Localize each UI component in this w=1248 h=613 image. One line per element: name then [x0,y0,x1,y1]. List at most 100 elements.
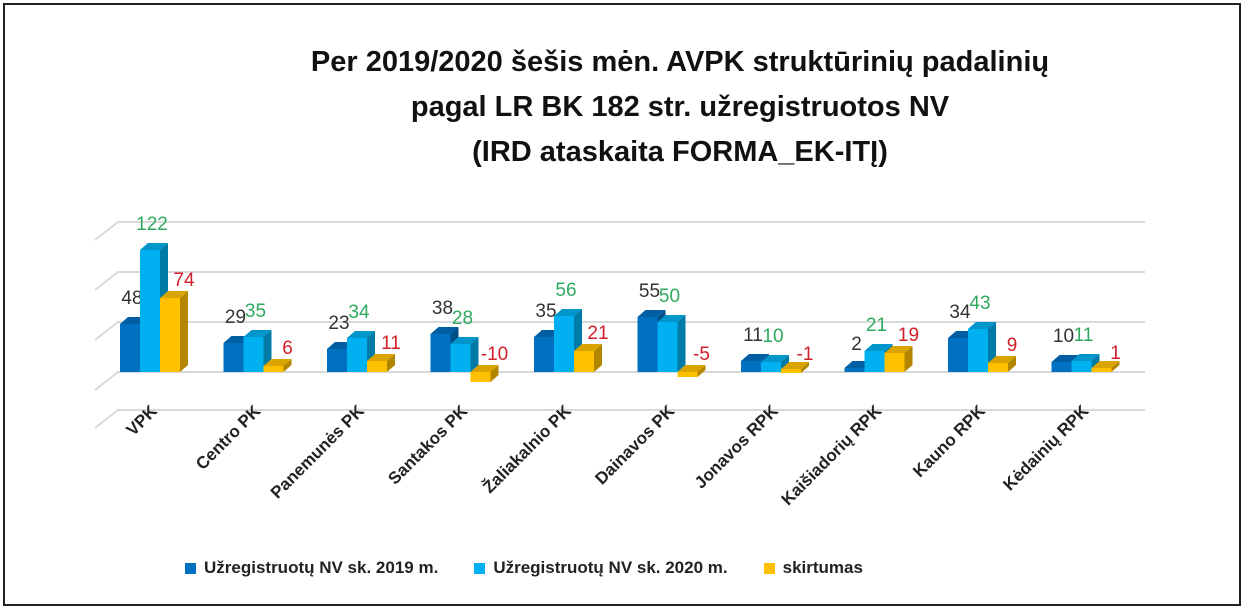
bar [781,369,801,373]
bar-top [140,243,168,250]
bar [657,322,678,372]
data-label: 48 [121,288,142,309]
bar-top [968,322,996,329]
title-line-3: (IRD ataskaita FORMA_EK-ITĮ) [472,136,888,168]
bar [160,298,180,372]
category-label: Kauno RPK [909,401,989,481]
bar-top [430,327,459,334]
bar-top [450,337,479,344]
data-label: 35 [245,301,266,322]
data-label: 50 [659,286,680,307]
bar-side [697,365,706,377]
data-label: 28 [452,308,473,329]
bar [367,361,387,372]
bar [327,349,347,372]
bar-top [263,359,292,366]
category-label: Žaliakalnio PK [479,401,575,497]
data-label: -10 [481,344,508,365]
data-label: 34 [348,302,370,323]
bar-top [988,356,1016,363]
bar-top [761,355,789,362]
data-label: 29 [225,307,246,328]
data-label: 10 [1053,326,1074,347]
data-label: 1 [1110,343,1121,364]
data-label: 21 [866,315,887,336]
bar [554,316,574,372]
gridline [94,409,1145,429]
bar-side [677,315,686,372]
legend-item-2019: Užregistruotų NV sk. 2019 m. [185,558,438,578]
category-label: VPK [123,401,162,440]
bar [968,329,988,372]
category-label: Panemunės PK [267,401,368,502]
bar [574,351,594,372]
data-label: 56 [555,280,576,301]
bar [1051,362,1072,372]
bar [120,324,140,372]
legend-swatch [763,562,775,574]
bar-side [387,354,395,372]
data-label: 21 [587,323,608,344]
bar [1091,368,1112,372]
legend-label: skirtumas [782,558,863,577]
bar-top [1091,361,1120,368]
legend-swatch [474,562,486,574]
bar-side [470,337,479,372]
data-label: 23 [328,313,349,334]
gridline [94,371,1145,391]
bar [864,351,885,372]
bar [263,366,284,372]
bar-side [1008,356,1016,372]
bar-top [741,354,769,361]
data-label: 19 [898,325,919,346]
bar [347,338,367,372]
data-label: 38 [432,298,453,319]
chart-frame [3,3,1241,606]
bar [430,334,451,372]
category-label: Centro PK [192,401,265,474]
category-label: Kėdainių RPK [999,401,1092,494]
bar-side [180,291,188,372]
data-label: 122 [136,214,168,235]
data-label: 10 [762,326,783,347]
title-line-2: pagal LR BK 182 str. užregistruotos NV [410,91,950,123]
legend-item-2020: Užregistruotų NV sk. 2020 m. [474,558,728,578]
data-label: 55 [639,281,660,302]
data-label: 34 [949,302,971,323]
gridline [94,321,1145,341]
bar [988,363,1008,372]
bar-side [801,362,809,373]
category-label: Santakos PK [384,401,471,488]
bar-top [637,310,666,317]
category-label: Jonavos RPK [691,401,782,492]
bar-top [657,315,686,322]
data-label: -1 [797,344,814,365]
bar-top [470,365,499,372]
data-label: 9 [1007,335,1018,356]
legend-label: Užregistruotų NV sk. 2020 m. [493,558,728,577]
data-label: 2 [851,334,862,355]
bar-side [594,344,602,372]
bar [948,338,968,372]
bar-top [781,362,809,369]
bar [223,343,244,372]
data-label: 35 [535,301,556,322]
bar-top [1071,354,1100,361]
bar-top [677,365,706,372]
category-label: Kaišiadorių RPK [778,401,886,509]
bar [884,353,905,372]
data-label: -5 [693,344,710,365]
bar [243,337,264,372]
data-label: 11 [743,325,763,346]
data-label: 11 [1074,325,1094,346]
gridline [94,271,1145,291]
bar-top [574,344,602,351]
legend-swatch [185,562,196,574]
bar-top [347,331,375,338]
bar [844,368,865,372]
bar-top [160,291,188,298]
legend: Užregistruotų NV sk. 2019 m. Užregistruo… [185,558,863,578]
title-line-1: Per 2019/2020 šešis mėn. AVPK struktūrin… [310,46,1050,78]
legend-label: Užregistruotų NV sk. 2019 m. [204,558,439,577]
